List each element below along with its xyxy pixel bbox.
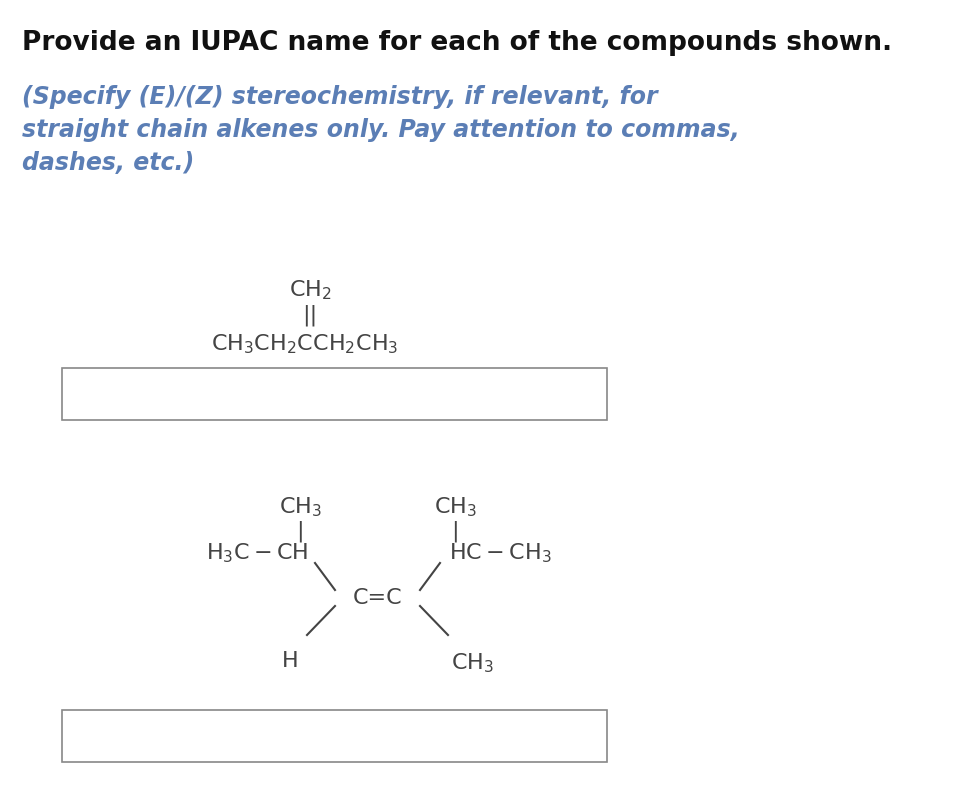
Text: H: H (282, 651, 298, 671)
Text: straight chain alkenes only. Pay attention to commas,: straight chain alkenes only. Pay attenti… (22, 118, 740, 142)
Bar (62, 368, 607, 420)
Text: dashes, etc.): dashes, etc.) (22, 151, 195, 175)
Text: $\mathregular{CH_3}$: $\mathregular{CH_3}$ (434, 495, 476, 519)
Text: $\mathregular{CH_2}$: $\mathregular{CH_2}$ (288, 278, 331, 302)
Text: Provide an IUPAC name for each of the compounds shown.: Provide an IUPAC name for each of the co… (22, 30, 892, 56)
Text: |: | (451, 521, 459, 542)
Text: $\mathregular{CH_3CH_2CCH_2CH_3}$: $\mathregular{CH_3CH_2CCH_2CH_3}$ (211, 332, 399, 355)
Text: $\mathregular{CH_3}$: $\mathregular{CH_3}$ (450, 651, 494, 674)
Text: $\mathregular{H_3C-CH}$: $\mathregular{H_3C-CH}$ (206, 541, 308, 565)
Bar (62, 710, 607, 762)
Text: ||: || (302, 305, 318, 326)
Text: (Specify (E)/(Z) stereochemistry, if relevant, for: (Specify (E)/(Z) stereochemistry, if rel… (22, 85, 657, 109)
Text: $\mathregular{HC-CH_3}$: $\mathregular{HC-CH_3}$ (449, 541, 552, 565)
Text: C=C: C=C (352, 588, 403, 608)
Text: |: | (296, 521, 304, 542)
Text: $\mathregular{CH_3}$: $\mathregular{CH_3}$ (279, 495, 321, 519)
